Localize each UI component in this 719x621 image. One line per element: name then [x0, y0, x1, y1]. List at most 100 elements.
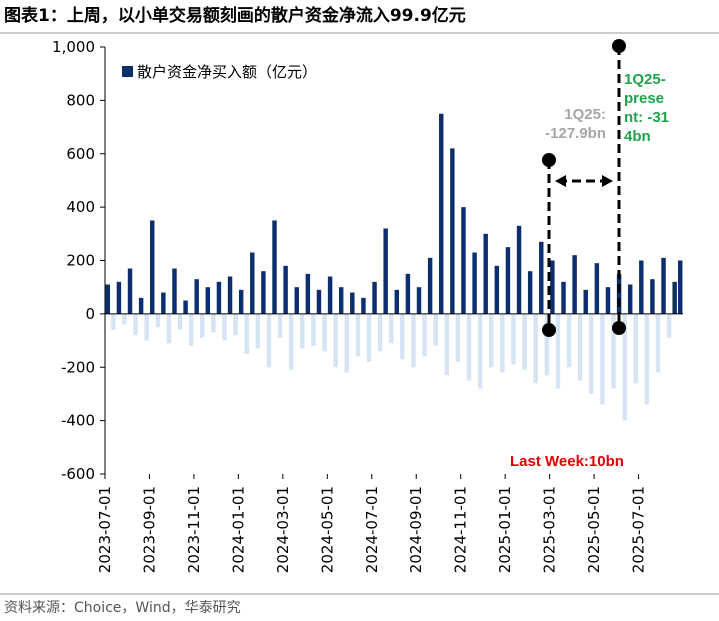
source: 资料来源：Choice，Wind，华泰研究 — [4, 600, 241, 616]
bar — [461, 207, 466, 314]
bar — [439, 113, 444, 314]
bar — [405, 273, 411, 314]
y-tick-label: 800 — [66, 91, 95, 109]
bar — [605, 287, 611, 314]
bar — [255, 313, 261, 349]
bar — [583, 289, 588, 314]
bar — [172, 268, 177, 314]
bar — [627, 284, 633, 314]
bar — [366, 313, 372, 362]
bar — [222, 313, 227, 341]
legend-label: 散户资金净买入额（亿元） — [137, 63, 317, 81]
bar — [216, 281, 222, 314]
bar — [322, 313, 327, 352]
bar — [338, 287, 344, 314]
bar — [427, 257, 433, 314]
bar — [305, 273, 311, 314]
bar — [227, 276, 233, 314]
bar — [433, 313, 438, 346]
bar — [288, 313, 294, 370]
bar — [633, 313, 638, 384]
bar — [594, 263, 600, 314]
bar — [616, 273, 622, 314]
x-tick-label: 2024-11-01 — [452, 486, 470, 573]
point — [612, 39, 626, 53]
bar — [544, 313, 550, 376]
bar — [572, 255, 577, 314]
legend-swatch — [122, 66, 133, 77]
bar — [166, 313, 172, 344]
bar — [422, 313, 427, 357]
bar — [666, 313, 672, 338]
y-tick-label: 200 — [66, 252, 95, 270]
bar — [200, 313, 205, 338]
bar — [188, 313, 194, 346]
bar — [494, 265, 500, 314]
y-tick-label: 400 — [66, 198, 95, 216]
bar — [116, 281, 122, 314]
bar — [455, 313, 461, 362]
bar — [355, 313, 361, 357]
bar — [383, 228, 388, 314]
bar — [300, 313, 305, 349]
x-tick-label: 2025-05-01 — [585, 486, 603, 573]
bar — [177, 313, 183, 330]
x-tick-label: 2024-05-01 — [318, 486, 336, 573]
bar — [650, 279, 655, 314]
bar — [505, 247, 511, 314]
bar — [283, 265, 288, 314]
bar — [194, 279, 199, 314]
bar — [111, 313, 116, 330]
bar — [489, 313, 494, 368]
arrow-heads — [555, 175, 613, 187]
bar — [155, 313, 161, 328]
bar — [522, 313, 527, 370]
bar — [350, 292, 355, 314]
bar — [122, 313, 127, 325]
chart-title: 图表1：上周，以小单交易额刻画的散户资金净流入99.9亿元 — [4, 5, 466, 26]
bar — [183, 300, 188, 314]
bar — [211, 313, 216, 333]
x-tick-label: 2024-07-01 — [363, 486, 381, 573]
y-tick-label: -600 — [61, 465, 95, 483]
y-tick-label: 0 — [85, 305, 95, 323]
bar — [644, 313, 650, 405]
bar — [477, 313, 483, 389]
bar — [277, 313, 283, 338]
x-tick-label: 2023-11-01 — [185, 486, 203, 573]
bar — [233, 313, 238, 336]
bar — [311, 313, 316, 346]
x-tick-label: 2023-07-01 — [96, 486, 114, 573]
annotation-red: Last Week:10bn — [510, 453, 624, 470]
bar — [127, 268, 133, 314]
bar — [516, 225, 522, 314]
y-tick-label: -200 — [61, 358, 95, 376]
x-tick-label: 2024-03-01 — [274, 486, 292, 573]
bar — [400, 313, 405, 360]
bar — [272, 220, 277, 314]
bar — [561, 281, 566, 314]
bar — [600, 313, 605, 405]
point — [542, 153, 556, 167]
bar — [161, 292, 166, 314]
bar — [316, 289, 322, 314]
bar — [133, 313, 138, 336]
bar — [472, 252, 477, 314]
bar — [622, 313, 627, 421]
bar — [639, 260, 644, 314]
y-tick-label: 1,000 — [52, 38, 95, 56]
bar — [261, 271, 266, 314]
bar — [411, 313, 416, 368]
bar — [511, 313, 516, 365]
bar — [327, 276, 333, 314]
bar — [555, 313, 561, 389]
bar — [377, 313, 383, 352]
bar — [138, 297, 144, 314]
bar — [533, 313, 538, 384]
y-tick-label: 600 — [66, 145, 95, 163]
annotation-lines — [542, 39, 626, 337]
point — [612, 321, 626, 335]
annotation-green: 1Q25-present: -314bn — [624, 71, 669, 145]
